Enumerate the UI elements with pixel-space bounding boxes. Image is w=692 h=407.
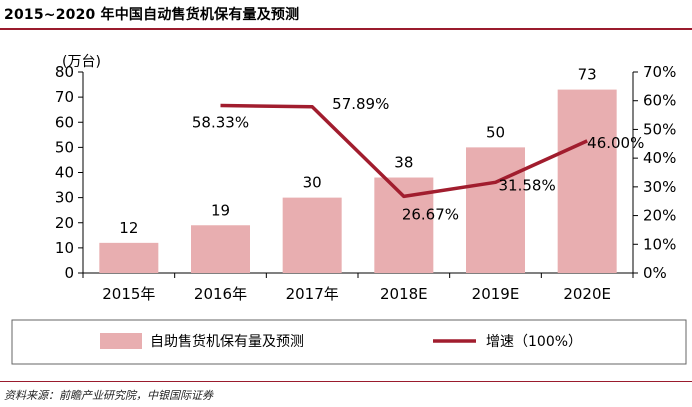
- bar-value-label: 38: [394, 154, 413, 172]
- growth-value-label: 26.67%: [402, 205, 459, 223]
- growth-value-label: 31.58%: [499, 176, 556, 194]
- growth-line: [220, 103, 588, 199]
- bar-series: [99, 89, 617, 274]
- title-divider: [0, 28, 692, 30]
- bar-value-label: 19: [211, 201, 230, 219]
- data-labels: 12 19 30 38 50 73 58.33% 57.89% 26.67% 31.58% 46.0…: [119, 66, 644, 237]
- bar-value-label: 50: [486, 123, 505, 141]
- source-note: 资料来源：前瞻产业研究院，中银国际证券: [4, 389, 213, 402]
- bar: [282, 197, 342, 273]
- bar: [99, 242, 159, 273]
- x-tick-label: 2020E: [563, 285, 611, 303]
- source-divider: [0, 381, 692, 382]
- legend-bar-swatch: [100, 333, 142, 349]
- growth-value-label: 46.00%: [587, 134, 644, 152]
- x-tick-label: 2016年: [194, 285, 247, 303]
- growth-value-label: 58.33%: [192, 114, 249, 132]
- right-tick-label: 70%: [643, 63, 676, 81]
- chart: 0 10 20 30 40 50 60 70 80(万台) 0% 10% 20% 30% 40% 50% 60…: [11, 54, 687, 365]
- left-tick-label: 30: [55, 189, 74, 207]
- bar: [557, 89, 617, 274]
- right-tick-label: 50%: [643, 120, 676, 138]
- x-tick-label: 2015年: [102, 285, 155, 303]
- legend-box: [11, 319, 687, 365]
- chart-axes: 0 10 20 30 40 50 60 70 80(万台) 0% 10% 20% 30% 40% 50% 60…: [55, 54, 676, 303]
- right-tick-label: 20%: [643, 207, 676, 225]
- line-series: [220, 103, 588, 199]
- right-tick-label: 10%: [643, 235, 676, 253]
- bar: [466, 147, 525, 273]
- growth-value-label: 57.89%: [332, 95, 389, 113]
- left-tick-label: 50: [55, 138, 74, 156]
- left-tick-label: 10: [55, 239, 74, 257]
- right-tick-label: 0%: [643, 264, 667, 282]
- left-tick-label: 80: [55, 63, 74, 81]
- bar-value-label: 30: [303, 174, 322, 192]
- right-tick-label: 60%: [643, 92, 676, 110]
- x-tick-label: 2018E: [380, 285, 428, 303]
- left-tick-label: 0: [64, 264, 74, 282]
- left-tick-label: 40: [55, 164, 74, 182]
- page-title: 2015~2020 年中国自动售货机保有量及预测: [4, 7, 300, 23]
- right-tick-label: 30%: [643, 178, 676, 196]
- bar-value-label: 12: [119, 219, 138, 237]
- legend-line-label: 增速（100%）: [486, 334, 582, 350]
- x-tick-label: 2017年: [286, 285, 339, 303]
- legend-bar-label: 自助售货机保有量及预测: [150, 333, 304, 350]
- bar-value-label: 73: [578, 66, 597, 84]
- bar: [191, 225, 250, 273]
- left-axis-unit: (万台): [62, 54, 101, 70]
- right-tick-label: 40%: [643, 149, 676, 167]
- left-tick-label: 70: [55, 88, 74, 106]
- left-tick-label: 60: [55, 113, 74, 131]
- left-tick-label: 20: [55, 214, 74, 232]
- x-tick-label: 2019E: [472, 285, 520, 303]
- legend: 自助售货机保有量及预测 增速（100%）: [11, 319, 687, 365]
